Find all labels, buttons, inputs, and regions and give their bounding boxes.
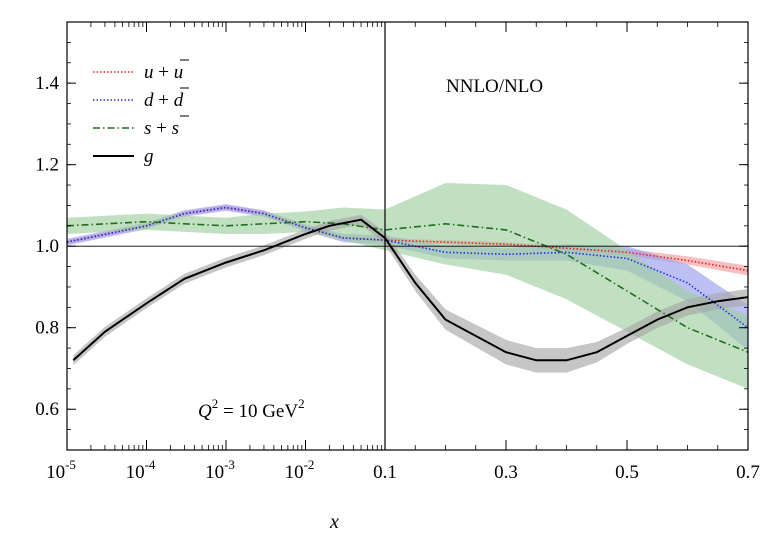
legend-label: d + d bbox=[144, 90, 184, 111]
x-tick-label: 0.3 bbox=[494, 462, 518, 483]
chart-title: NNLO/NLO bbox=[446, 76, 543, 97]
plot-frame bbox=[66, 21, 749, 451]
series-band-2 bbox=[67, 183, 748, 389]
x-tick-label: 10-4 bbox=[126, 457, 156, 483]
y-tick-label: 1.4 bbox=[35, 73, 59, 94]
legend-label: u + u bbox=[144, 62, 183, 83]
x-tick-label: 0.5 bbox=[615, 462, 639, 483]
y-tick-label: 1.0 bbox=[35, 236, 59, 257]
legend: u + u d + d s + s g bbox=[93, 59, 189, 167]
legend-label: s + s bbox=[144, 118, 179, 139]
series-group bbox=[67, 183, 748, 389]
y-tick-label: 0.6 bbox=[35, 399, 59, 420]
y-tick-label: 0.8 bbox=[35, 318, 59, 339]
q2-annotation: Q2 = 10 GeV2 bbox=[198, 396, 305, 422]
y-tick-label: 1.2 bbox=[35, 155, 59, 176]
x-tick-label: 0.1 bbox=[373, 462, 397, 483]
x-tick-label: 10-3 bbox=[205, 457, 235, 483]
x-tick-label: 10-2 bbox=[285, 457, 315, 483]
legend-label: g bbox=[144, 146, 154, 167]
plot-area: 0.6 0.8 1.0 1.2 1.4 10-5 10-4 10-3 10-2 0.1 0.3 0.5… bbox=[35, 21, 760, 483]
x-tick-label: 0.7 bbox=[736, 462, 760, 483]
series-line-1 bbox=[67, 206, 748, 329]
series-band-3 bbox=[73, 214, 748, 373]
x-axis-label: x bbox=[329, 511, 339, 533]
x-tick-label: 10-5 bbox=[46, 457, 76, 483]
series-line-3 bbox=[72, 218, 748, 362]
